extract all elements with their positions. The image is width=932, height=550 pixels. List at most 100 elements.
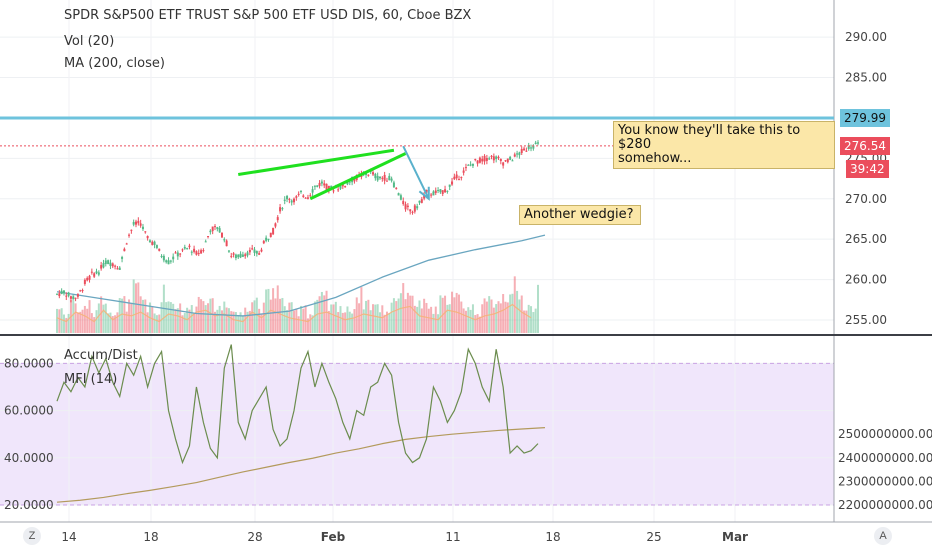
volume-bar [527,304,530,333]
volume-bar [139,296,142,333]
volume-bar [416,306,419,333]
ma-legend[interactable]: MA (200, close) [64,56,165,71]
volume-bar [274,298,277,333]
volume-bar [100,296,103,333]
candle-body [464,167,467,169]
volume-bar [207,303,210,333]
candle-body [260,249,263,252]
candle-body [209,230,212,233]
volume-bar [158,314,161,333]
candle-body [295,196,298,198]
candle-body [216,227,219,230]
volume-bar [462,308,465,333]
horizontal-levels[interactable] [0,116,834,147]
volume-legend[interactable]: Vol (20) [64,34,115,49]
candle-body [348,181,351,183]
mfi-legend[interactable]: MFI (14) [64,372,118,387]
volume-bar [114,315,117,333]
accum-dist-legend[interactable]: Accum/Dist [64,348,138,363]
volume-bar [327,310,330,333]
candle-body [299,190,302,193]
candle-body [448,184,451,187]
trend-drawings[interactable] [238,145,430,201]
price-axis-label: 260.00 [845,273,887,287]
candle-body [200,250,203,254]
volume-bar [511,293,514,333]
candle-body [485,158,488,161]
candle-body [488,158,491,160]
volume-bar [409,295,412,333]
candle-body [141,226,144,230]
volume-bar [506,302,509,333]
volume-bar [411,295,414,333]
candle-body [506,158,509,163]
volume-bar [279,298,282,333]
volume-bar [355,297,358,333]
wedge-upper-line [238,148,395,176]
candle-body [118,267,121,270]
volume-bar [339,306,342,333]
volume-bar [490,299,493,333]
volume-bar [430,306,433,333]
candle-body [169,260,172,262]
candle-body [441,190,444,194]
volume-bar [262,302,265,333]
volume-bar [378,312,381,333]
candle-body [367,174,370,176]
candle-body [172,256,175,260]
time-axis-label: 25 [646,530,661,544]
volume-bar [381,305,384,333]
volume-bar [351,313,354,333]
volume-bar [293,310,296,333]
candle-body [304,197,307,199]
volume-bar [200,299,203,333]
volume-bar [128,299,131,333]
resistance-price-tag: 279.99 [840,109,890,127]
candle-body [158,248,161,251]
last-price-tag: 276.54 [840,137,890,155]
volume-bar [286,310,289,333]
candle-body [246,252,249,256]
candle-body [88,275,91,280]
candle-body [462,170,465,173]
candle-body [523,148,526,151]
candle-body [481,158,484,162]
volume-bar [330,304,333,333]
candle-body [395,187,398,189]
candle-body [204,241,207,243]
candle-body [455,174,458,179]
candle-body [283,199,286,201]
candle-body [344,186,347,188]
candle-body [244,254,247,257]
candle-body [495,156,498,160]
candle-body [399,195,402,200]
volume-bar [107,313,110,333]
candle-body [255,251,258,254]
candle-body [483,155,486,162]
note-280-line1: You know they'll take this to $280 [618,123,801,152]
note-wedgie[interactable]: Another wedgie? [519,205,641,225]
volume-bar [451,291,454,333]
candle-body [502,162,505,166]
volume-bar [464,310,467,333]
auto-scale-a-button[interactable]: A [874,527,892,545]
volume-bar [437,314,440,333]
note-280[interactable]: You know they'll take this to $280 someh… [613,121,835,169]
candle-body [107,260,110,265]
volume-bar [186,307,189,333]
candle-body [439,189,442,193]
volume-bar [404,299,407,333]
candle-body [227,250,230,252]
price-axis-label: 285.00 [845,71,887,85]
volume-bar [104,303,107,333]
candle-body [467,164,470,166]
volume-bar [295,308,298,333]
volume-bar [183,313,186,333]
volume-bar [160,302,163,333]
candle-body [279,207,282,212]
candle-body [290,200,293,203]
auto-scale-z-button[interactable]: Z [23,527,41,545]
volume-bar [109,312,112,333]
volume-bar [499,303,502,333]
